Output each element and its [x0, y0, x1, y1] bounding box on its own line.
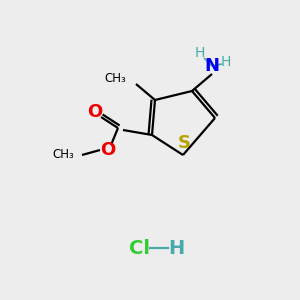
- Text: H: H: [221, 55, 231, 69]
- Text: CH₃: CH₃: [52, 148, 74, 161]
- Text: CH₃: CH₃: [104, 71, 126, 85]
- Text: Cl: Cl: [130, 238, 151, 257]
- Text: O: O: [100, 141, 116, 159]
- Text: H: H: [195, 46, 205, 60]
- Text: S: S: [178, 134, 190, 152]
- Text: H: H: [168, 238, 184, 257]
- Text: O: O: [87, 103, 103, 121]
- Text: N: N: [205, 57, 220, 75]
